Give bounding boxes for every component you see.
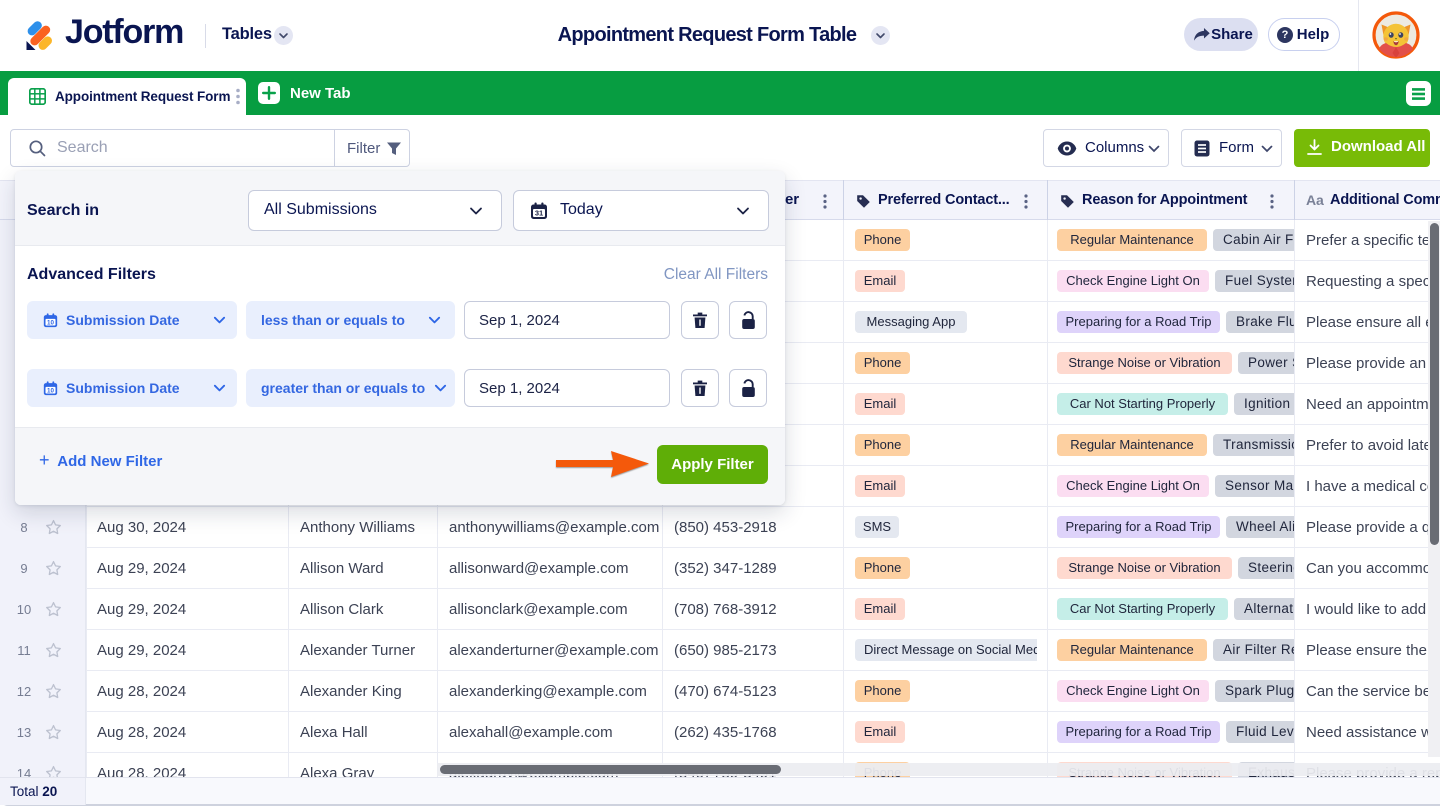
svg-text:31: 31 <box>535 209 543 218</box>
svg-text:10: 10 <box>47 319 54 326</box>
svg-text:10: 10 <box>47 387 54 394</box>
